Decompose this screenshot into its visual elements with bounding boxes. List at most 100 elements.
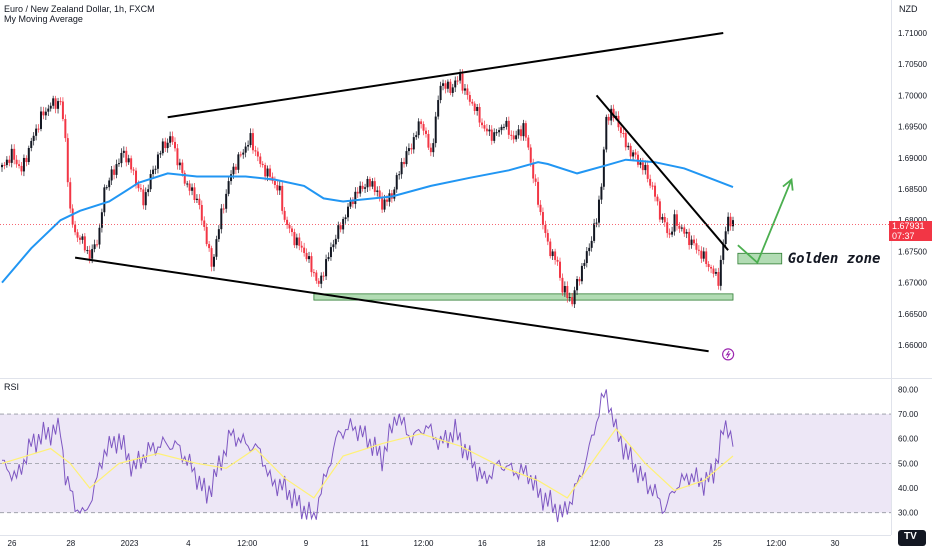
candle-body: [8, 159, 11, 163]
candle-body: [476, 106, 479, 111]
candle-body: [308, 256, 311, 260]
candle-body: [381, 197, 384, 210]
candle-body: [300, 245, 303, 248]
candle-body: [595, 222, 598, 224]
candle-body: [222, 208, 225, 210]
candle-body: [108, 180, 111, 188]
lower-trendline[interactable]: [74, 256, 709, 353]
candle-body: [49, 105, 52, 109]
support-zone[interactable]: [313, 293, 734, 301]
candle-body: [583, 263, 586, 266]
candle-body: [137, 184, 140, 189]
candle-body: [247, 145, 250, 147]
candle-body: [286, 219, 289, 225]
candle-body: [685, 231, 688, 234]
candle-body: [142, 189, 145, 206]
time-tick-label: 23: [654, 539, 663, 548]
candle-body: [705, 251, 708, 265]
candle-body: [212, 256, 215, 267]
candle-body: [147, 189, 150, 193]
candle-body: [276, 184, 279, 191]
candle-body: [120, 152, 123, 164]
candle-body: [15, 159, 18, 165]
candle-body: [466, 88, 469, 96]
candle-body: [327, 257, 330, 260]
candle-body: [468, 95, 471, 102]
candle-body: [130, 158, 133, 170]
price-tick-label: 1.71000: [898, 29, 927, 38]
candle-body: [364, 187, 367, 189]
candle-body: [359, 185, 362, 194]
rsi-tick-label: 80.00: [898, 385, 919, 394]
candle-body: [232, 166, 235, 175]
candle-body: [383, 199, 386, 210]
candle-body: [59, 101, 62, 103]
candle-body: [563, 286, 566, 293]
candle-body: [166, 142, 169, 149]
candle-body: [505, 120, 508, 127]
time-tick-label: 12:00: [237, 539, 258, 548]
candle-body: [446, 81, 449, 89]
candle-body: [203, 220, 206, 227]
candle-body: [627, 145, 630, 148]
candle-body: [471, 101, 474, 104]
candle-body: [724, 231, 727, 245]
currency-label: NZD: [899, 4, 918, 14]
projection-arrow[interactable]: [737, 179, 793, 265]
price-tick-label: 1.67500: [898, 247, 927, 256]
candle-body: [329, 247, 332, 258]
logo-text: TV: [904, 531, 917, 542]
candle-body: [66, 138, 69, 183]
candle-body: [634, 152, 637, 155]
candle-body: [305, 252, 308, 260]
candle-body: [558, 261, 561, 278]
candle-body: [152, 169, 155, 175]
candle-body: [281, 185, 284, 211]
candle-body: [498, 130, 501, 133]
candle-body: [135, 170, 138, 185]
candle-body: [42, 111, 45, 116]
rsi-tick-label: 70.00: [898, 410, 919, 419]
moving-average-line: [1, 158, 734, 284]
rsi-title: RSI: [4, 382, 20, 392]
candle-body: [115, 164, 118, 175]
candle-body: [442, 83, 445, 86]
candle-body: [110, 169, 113, 181]
candle-body: [91, 249, 94, 259]
candle-body: [707, 264, 710, 268]
candle-body: [541, 212, 544, 225]
candle-body: [259, 156, 262, 164]
candle-body: [368, 178, 371, 187]
candle-body: [125, 150, 128, 163]
candle-body: [64, 119, 67, 139]
candle-body: [456, 80, 459, 82]
candle-body: [269, 168, 272, 177]
candle-body: [83, 236, 86, 251]
candle-body: [532, 162, 535, 179]
candle-body: [220, 208, 223, 230]
candle-body: [361, 185, 364, 189]
upper-trendline[interactable]: [167, 31, 724, 119]
candle-body: [451, 87, 454, 93]
candle-body: [688, 231, 691, 246]
candle-body: [288, 224, 291, 229]
time-tick-label: 25: [713, 539, 722, 548]
candle-body: [537, 181, 540, 205]
candle-body: [13, 148, 16, 160]
candle-body: [410, 148, 413, 150]
candle-body: [5, 159, 8, 166]
price-tick-label: 1.66500: [898, 310, 927, 319]
candle-body: [502, 126, 505, 128]
candle-body: [517, 129, 520, 136]
candle-body: [295, 237, 298, 246]
candle-body: [195, 198, 198, 200]
candle-body: [35, 128, 38, 136]
candle-body: [261, 163, 264, 166]
candle-body: [217, 229, 220, 240]
descending-trendline[interactable]: [595, 94, 729, 251]
candle-body: [507, 120, 510, 135]
candle-body: [349, 201, 352, 207]
candle-body: [437, 100, 440, 117]
candle-body: [576, 279, 579, 291]
